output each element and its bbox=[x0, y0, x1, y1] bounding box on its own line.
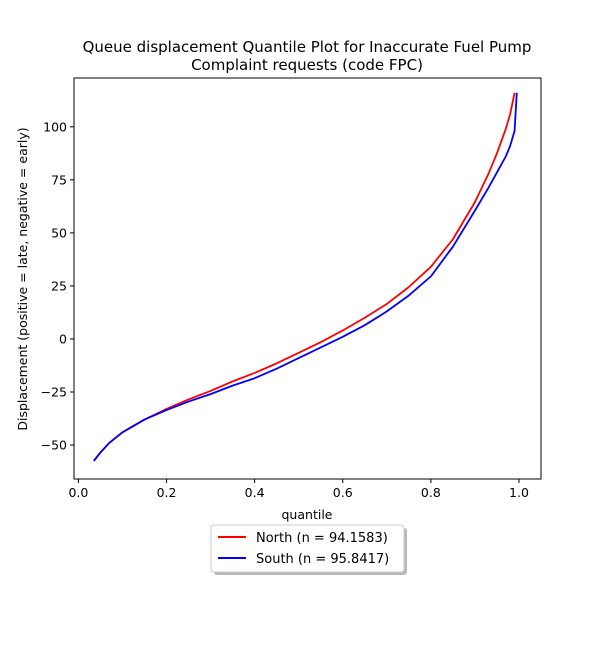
x-tick-label: 1.0 bbox=[509, 485, 529, 500]
legend-label-south: South (n = 95.8417) bbox=[256, 552, 389, 567]
y-tick-label: 0 bbox=[59, 331, 67, 346]
x-tick-label: 0.8 bbox=[421, 485, 441, 500]
x-axis-label: quantile bbox=[282, 507, 333, 522]
axes-frame bbox=[73, 77, 542, 480]
y-axis-ticks: −50 −25 0 25 50 75 100 bbox=[41, 119, 74, 453]
y-axis-label: Displacement (positive = late, negative … bbox=[15, 127, 30, 430]
y-tick-label: 100 bbox=[43, 119, 67, 134]
chart-title-line-1: Queue displacement Quantile Plot for Ina… bbox=[83, 38, 532, 56]
y-tick-label: 50 bbox=[51, 225, 67, 240]
series-line-south bbox=[93, 92, 518, 462]
legend: North (n = 94.1583) South (n = 95.8417) bbox=[210, 524, 407, 575]
plot-area bbox=[73, 77, 542, 480]
legend-box bbox=[210, 524, 405, 573]
x-axis-ticks: 0.0 0.2 0.4 0.6 0.8 1.0 bbox=[68, 479, 529, 500]
series-layer bbox=[93, 92, 518, 462]
y-tick-label: 75 bbox=[51, 172, 67, 187]
chart-title-line-2: Complaint requests (code FPC) bbox=[191, 56, 423, 74]
x-tick-label: 0.6 bbox=[333, 485, 353, 500]
y-tick-label: −50 bbox=[41, 438, 67, 453]
y-tick-label: −25 bbox=[41, 385, 67, 400]
legend-label-north: North (n = 94.1583) bbox=[256, 531, 388, 546]
x-tick-label: 0.0 bbox=[68, 485, 88, 500]
x-tick-label: 0.2 bbox=[157, 485, 177, 500]
x-tick-label: 0.4 bbox=[245, 485, 265, 500]
y-tick-label: 25 bbox=[51, 278, 67, 293]
